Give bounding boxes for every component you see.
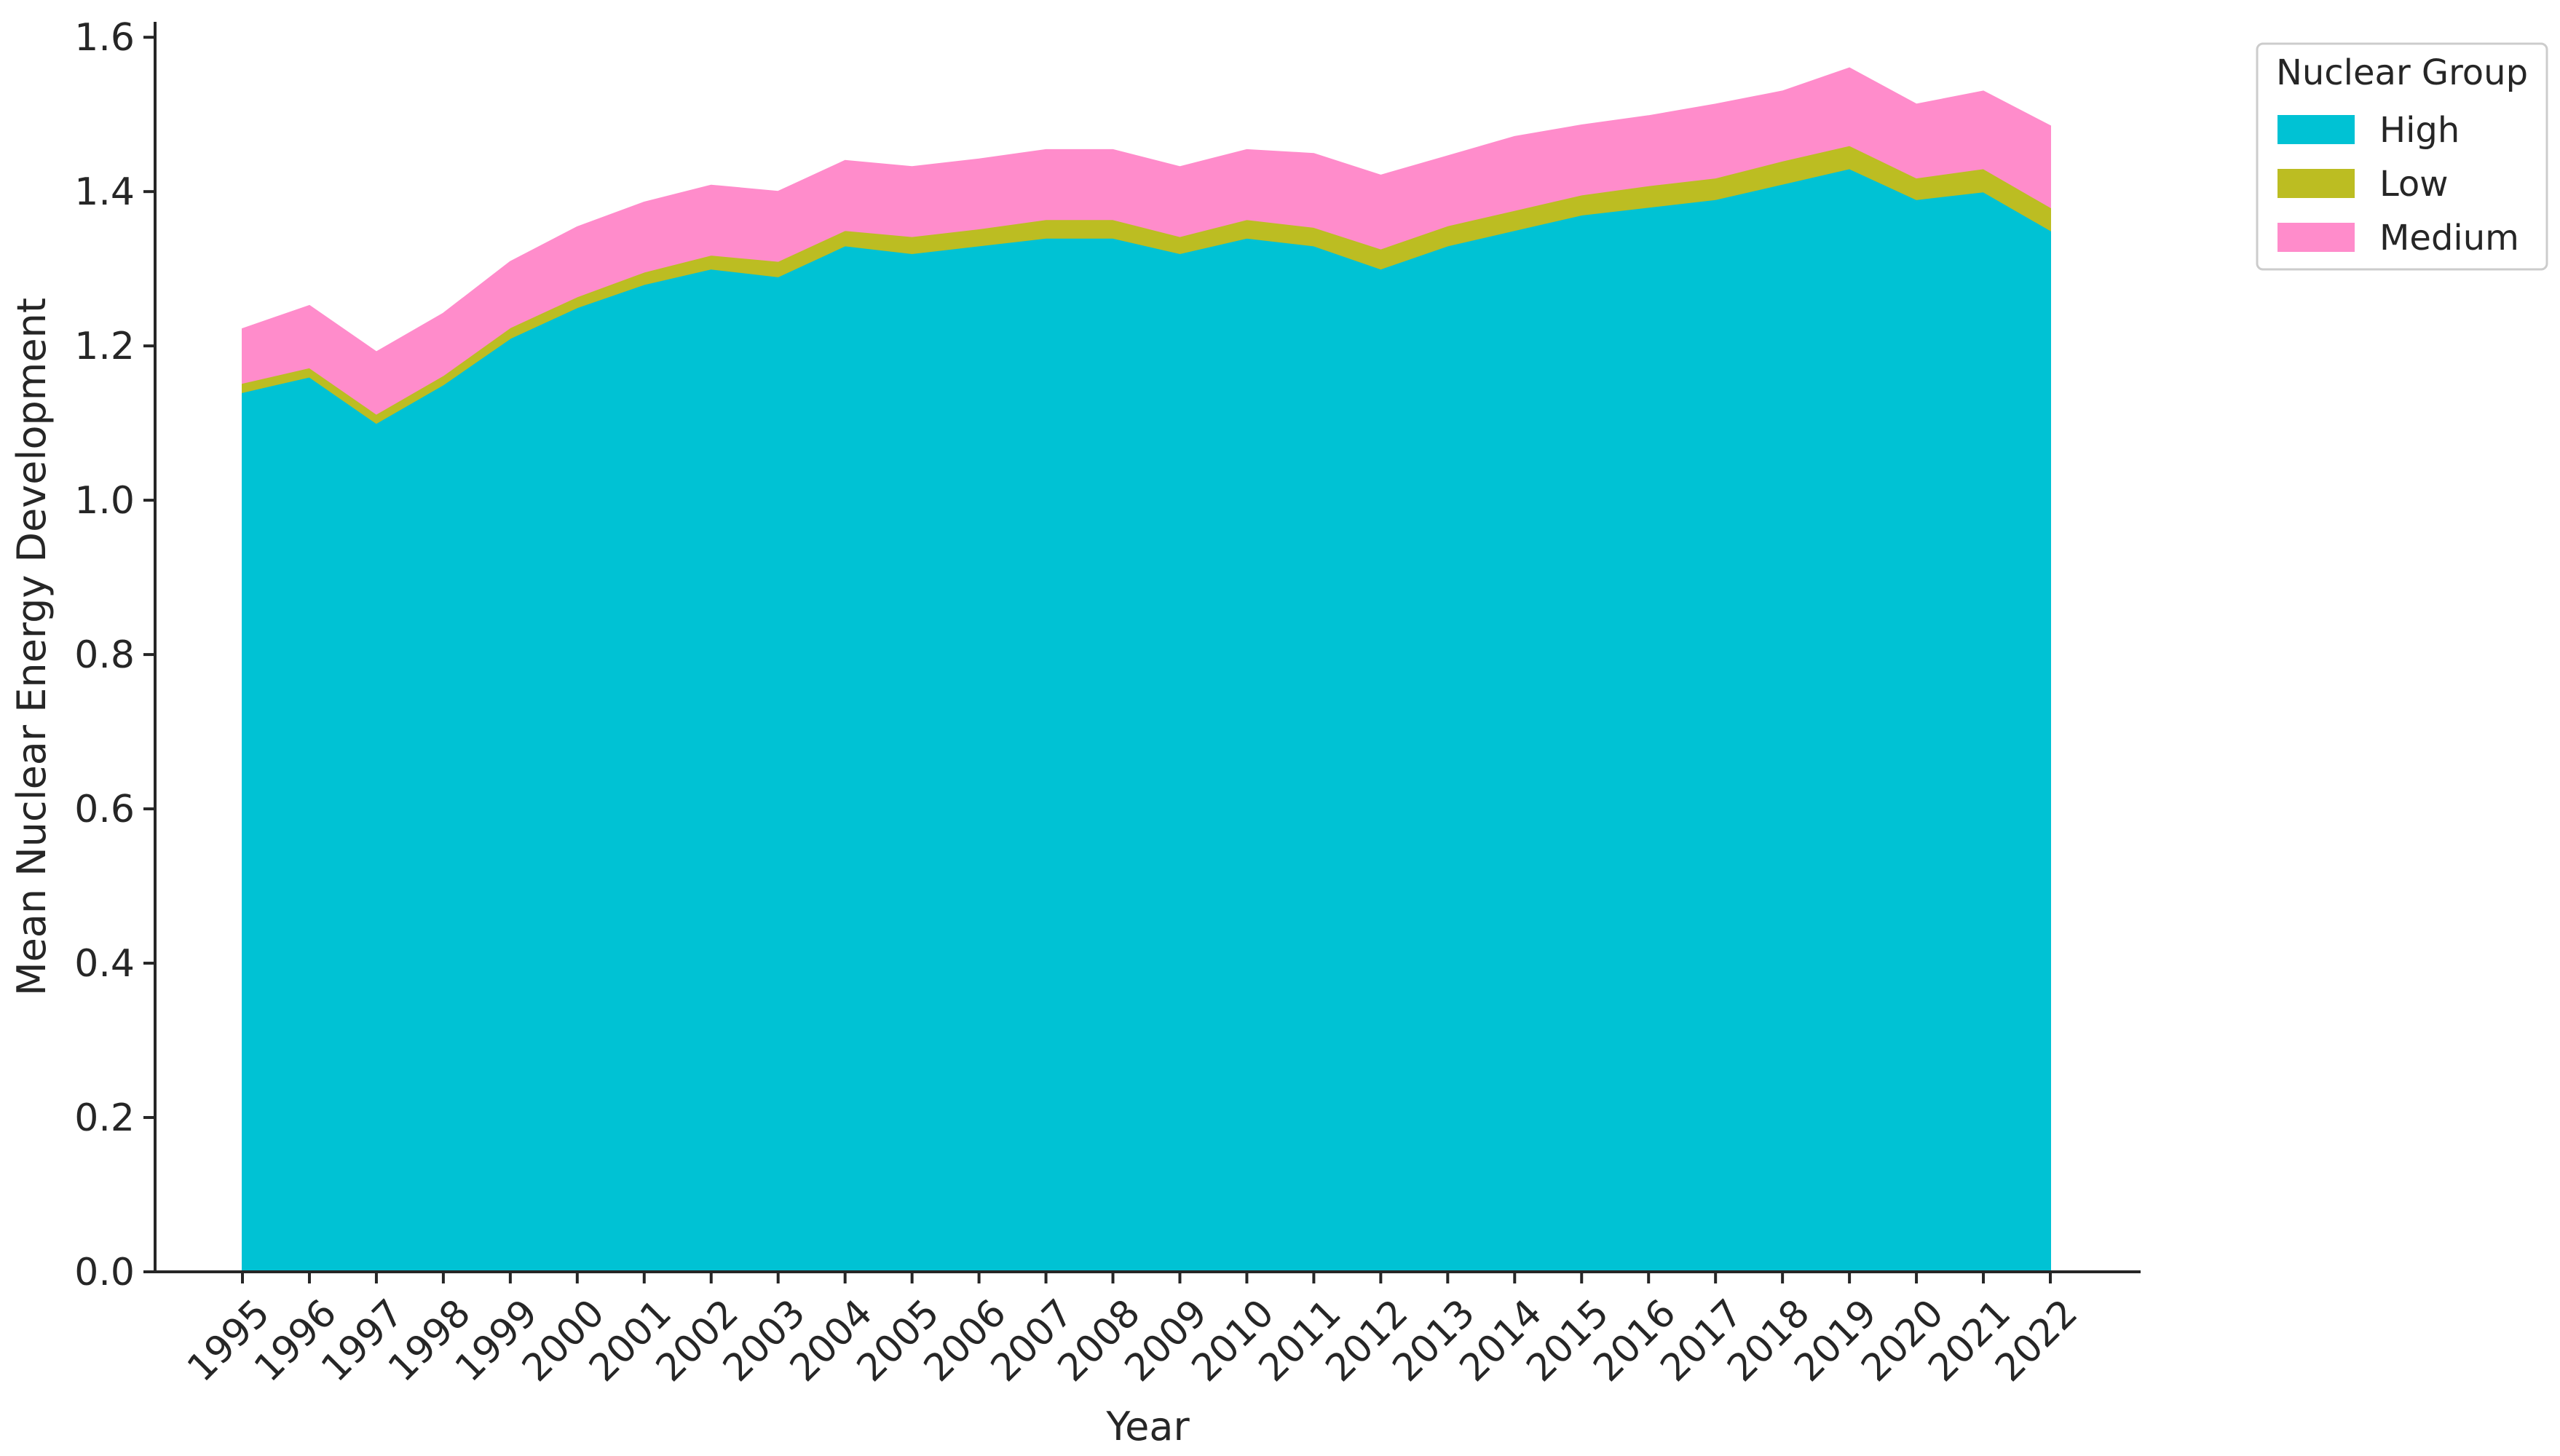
area-medium <box>242 67 2051 415</box>
y-tick-label: 1.0 <box>74 479 135 523</box>
legend: Nuclear Group High Low Medium <box>2256 42 2548 271</box>
legend-title: Nuclear Group <box>2276 52 2528 93</box>
legend-label-high: High <box>2379 110 2460 151</box>
y-tick-label: 0.2 <box>74 1096 135 1140</box>
y-ticks: 0.0 0.2 0.4 0.6 0.8 1.0 1.2 1.4 1.6 <box>74 16 155 1294</box>
x-ticks: 1995199619971998199920002001200220032004… <box>179 1272 2086 1390</box>
y-tick-label: 0.4 <box>74 942 135 986</box>
y-tick-label: 1.2 <box>74 325 135 368</box>
legend-label-medium: Medium <box>2379 218 2519 258</box>
plot-area <box>242 67 2051 1273</box>
y-tick-label: 0.8 <box>74 633 135 677</box>
y-axis-title: Mean Nuclear Energy Development <box>9 298 55 996</box>
legend-label-low: Low <box>2379 164 2449 205</box>
legend-items: High Low Medium <box>2277 110 2519 258</box>
legend-swatch-medium <box>2277 223 2355 252</box>
y-tick-label: 1.6 <box>74 16 135 60</box>
legend-frame <box>2256 42 2548 271</box>
y-tick-label: 1.4 <box>74 170 135 214</box>
legend-swatch-low <box>2277 169 2355 198</box>
legend-swatch-high <box>2277 115 2355 144</box>
y-tick-label: 0.0 <box>74 1251 135 1294</box>
x-axis-title: Year <box>1105 1404 1190 1449</box>
y-tick-label: 0.6 <box>74 788 135 831</box>
